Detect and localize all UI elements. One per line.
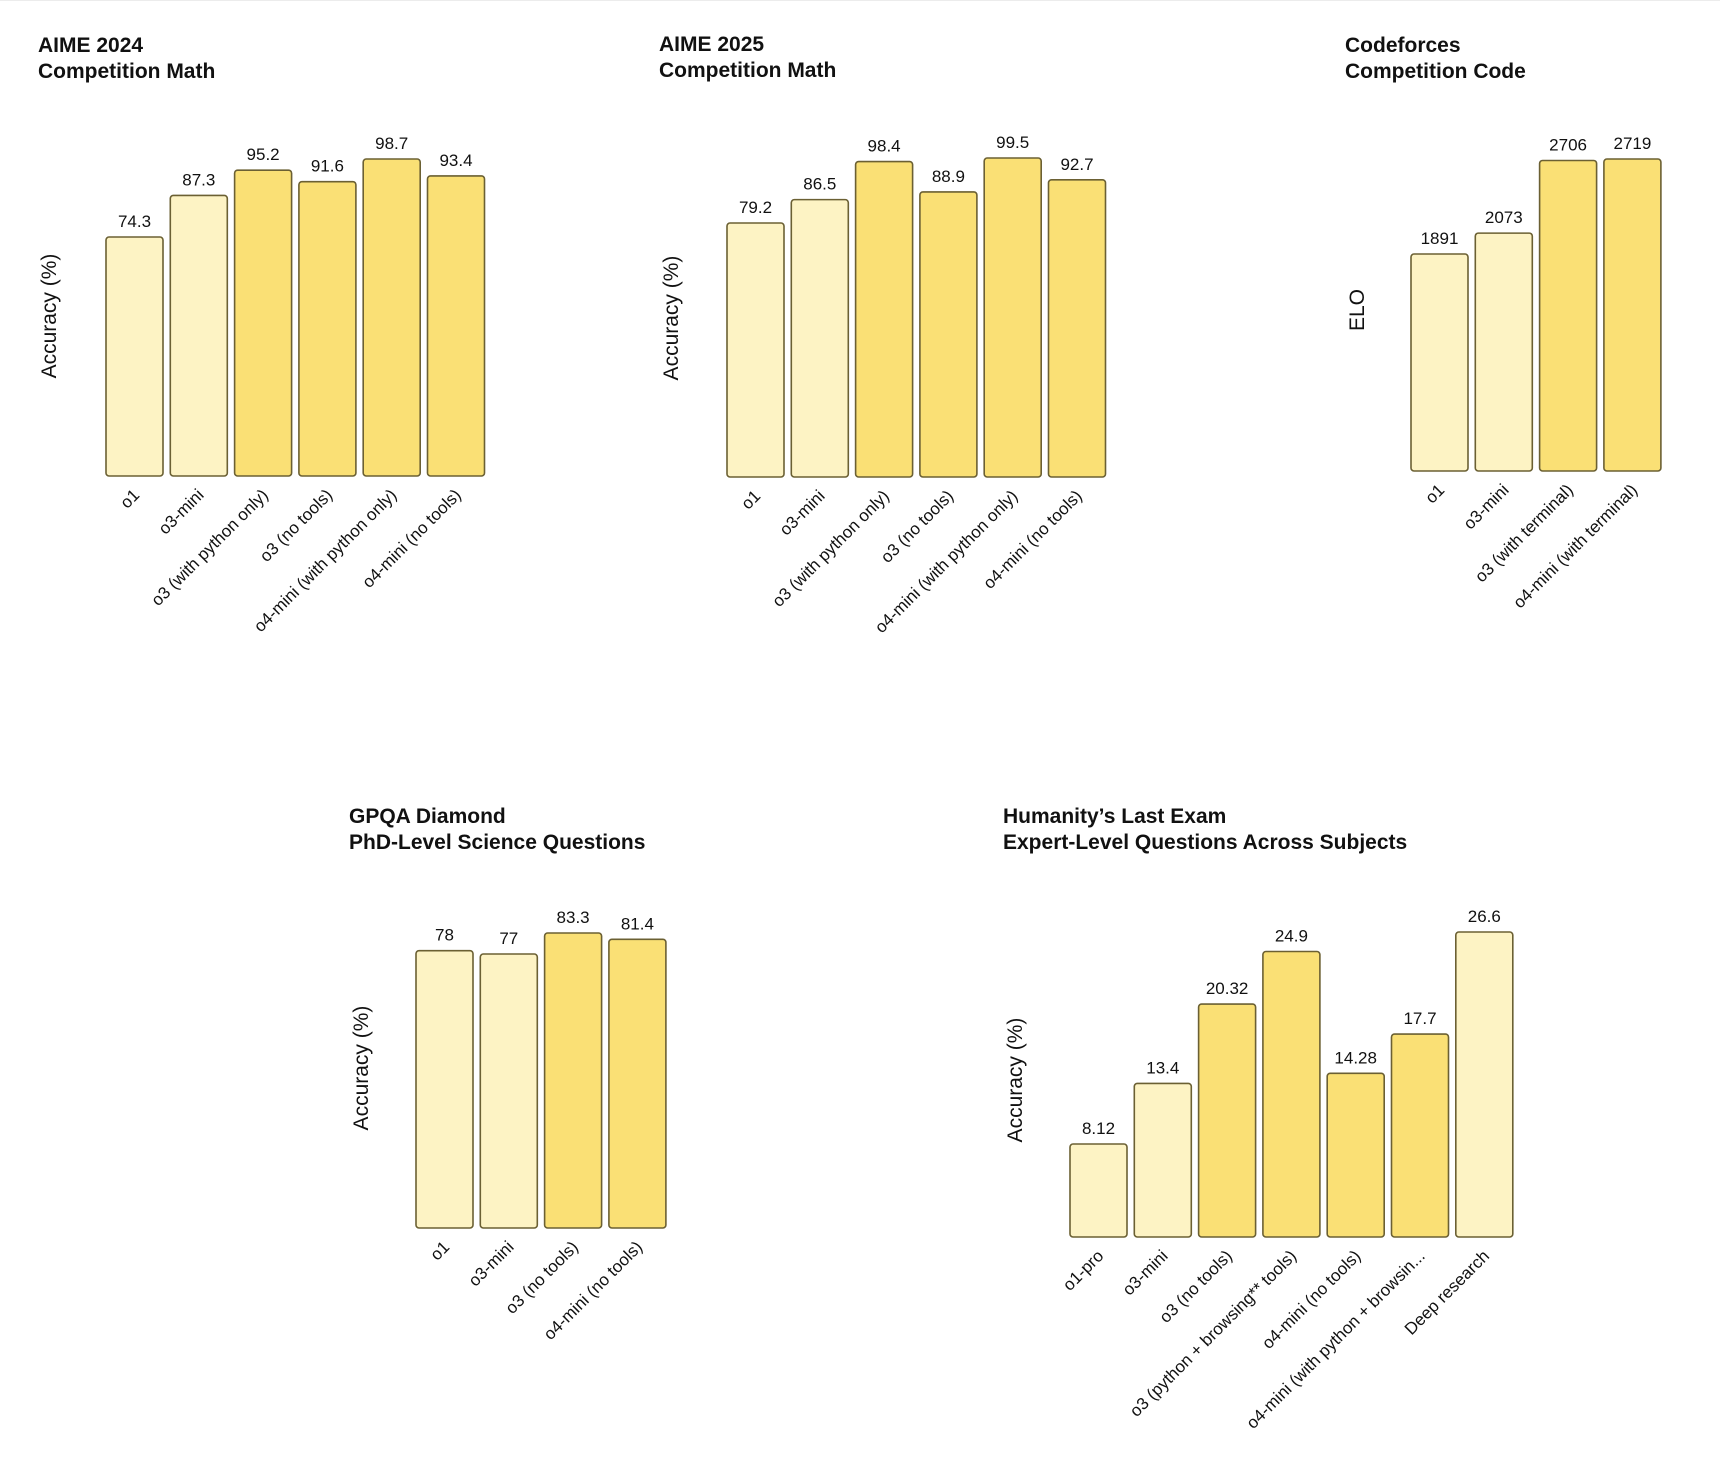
bar	[105, 236, 164, 477]
x-tick-label: o3-mini	[155, 485, 208, 538]
bar	[1262, 950, 1321, 1238]
bar	[854, 160, 914, 478]
chart-title: Humanity’s Last Exam	[1003, 805, 1226, 828]
bar	[1390, 1033, 1450, 1238]
bar-value-label: 88.9	[932, 167, 965, 186]
bar-value-label: 92.7	[1060, 155, 1093, 174]
bar	[919, 191, 978, 478]
chart-subtitle: Competition Math	[38, 60, 215, 83]
chart-title: Codeforces	[1345, 34, 1461, 57]
bar	[1069, 1143, 1128, 1238]
x-tick-label: o3 (with python only)	[148, 485, 272, 609]
bar	[1603, 158, 1662, 472]
chart-title: AIME 2024	[38, 34, 143, 57]
x-tick-label: o1	[738, 486, 765, 513]
bar	[415, 949, 474, 1229]
bar-value-label: 93.4	[439, 151, 472, 170]
chart-subtitle: PhD-Level Science Questions	[349, 831, 645, 854]
bar-value-label: 77	[499, 929, 518, 948]
bar	[1538, 159, 1598, 472]
y-axis-label: ELO	[1346, 289, 1369, 331]
bar-value-label: 79.2	[739, 198, 772, 217]
bar-value-label: 26.6	[1468, 907, 1501, 926]
bar-value-label: 78	[435, 926, 454, 945]
x-tick-label: o3-mini	[1119, 1246, 1172, 1299]
bar	[1455, 931, 1514, 1238]
bar	[169, 194, 229, 477]
bar-value-label: 2073	[1485, 208, 1523, 227]
bar-value-label: 98.7	[375, 134, 408, 153]
bar	[1197, 1003, 1257, 1238]
chart-panel-5: Humanity’s Last Exam Expert-Level Questio…	[1003, 805, 1514, 1433]
bar	[426, 175, 486, 477]
bar	[983, 157, 1043, 478]
bar-value-label: 98.4	[868, 137, 901, 156]
x-tick-label: o1	[1422, 480, 1449, 507]
y-axis-label: Accuracy (%)	[660, 256, 683, 381]
chart-subtitle: Competition Code	[1345, 60, 1526, 83]
chart-title: GPQA Diamond	[349, 805, 506, 828]
chart-panel-1: AIME 2024 Competition Math Accuracy (%) 74.…	[38, 34, 486, 636]
bar	[1410, 253, 1469, 472]
x-tick-label: o1-pro	[1059, 1246, 1107, 1294]
bar	[726, 222, 785, 478]
x-tick-label: o3-mini	[776, 486, 829, 539]
x-tick-label: o3-mini	[465, 1237, 518, 1290]
chart-subtitle: Competition Math	[659, 59, 836, 82]
top-divider	[0, 0, 1720, 1]
bar	[608, 938, 667, 1229]
bar-value-label: 20.32	[1206, 979, 1249, 998]
bar	[362, 158, 422, 477]
bar-value-label: 95.2	[247, 145, 280, 164]
bar	[1326, 1072, 1385, 1238]
bar-value-label: 17.7	[1403, 1009, 1436, 1028]
bar-value-label: 86.5	[803, 175, 836, 194]
x-tick-label: o3 (with python only)	[769, 486, 893, 610]
bar-value-label: 87.3	[182, 170, 215, 189]
bar-value-label: 74.3	[118, 212, 151, 231]
bar	[479, 953, 539, 1229]
chart-title: AIME 2025	[659, 33, 764, 56]
chart-panel-3: Codeforces Competition Code ELO 1891 o1 2073 o…	[1345, 34, 1662, 612]
x-tick-label: o1	[117, 485, 144, 512]
chart-panel-2: AIME 2025 Competition Math Accuracy (%) 79.…	[659, 33, 1107, 637]
x-tick-label: o3-mini	[1460, 480, 1513, 533]
x-tick-label: o4-mini (with terminal)	[1510, 480, 1642, 612]
bar	[790, 198, 850, 478]
bar-value-label: 1891	[1421, 229, 1459, 248]
bar	[1474, 232, 1534, 472]
bar-value-label: 83.3	[557, 908, 590, 927]
bar-value-label: 14.28	[1334, 1048, 1377, 1067]
bar	[298, 180, 357, 477]
y-axis-label: Accuracy (%)	[1004, 1018, 1027, 1143]
bar	[233, 169, 293, 477]
bar-value-label: 2719	[1613, 134, 1651, 153]
bar-value-label: 2706	[1549, 135, 1587, 154]
bar-value-label: 13.4	[1146, 1058, 1179, 1077]
bar	[543, 932, 603, 1229]
chart-panel-4: GPQA Diamond PhD-Level Science Questions A…	[349, 805, 667, 1344]
y-axis-label: Accuracy (%)	[38, 254, 61, 379]
chart-subtitle: Expert-Level Questions Across Subjects	[1003, 831, 1407, 854]
bar-value-label: 99.5	[996, 133, 1029, 152]
bar	[1047, 178, 1107, 478]
bar-value-label: 81.4	[621, 914, 654, 933]
y-axis-label: Accuracy (%)	[350, 1006, 373, 1131]
x-tick-label: o1	[427, 1237, 454, 1264]
bar-value-label: 8.12	[1082, 1119, 1115, 1138]
bar-value-label: 24.9	[1275, 927, 1308, 946]
bar-value-label: 91.6	[311, 157, 344, 176]
bar	[1133, 1082, 1193, 1238]
